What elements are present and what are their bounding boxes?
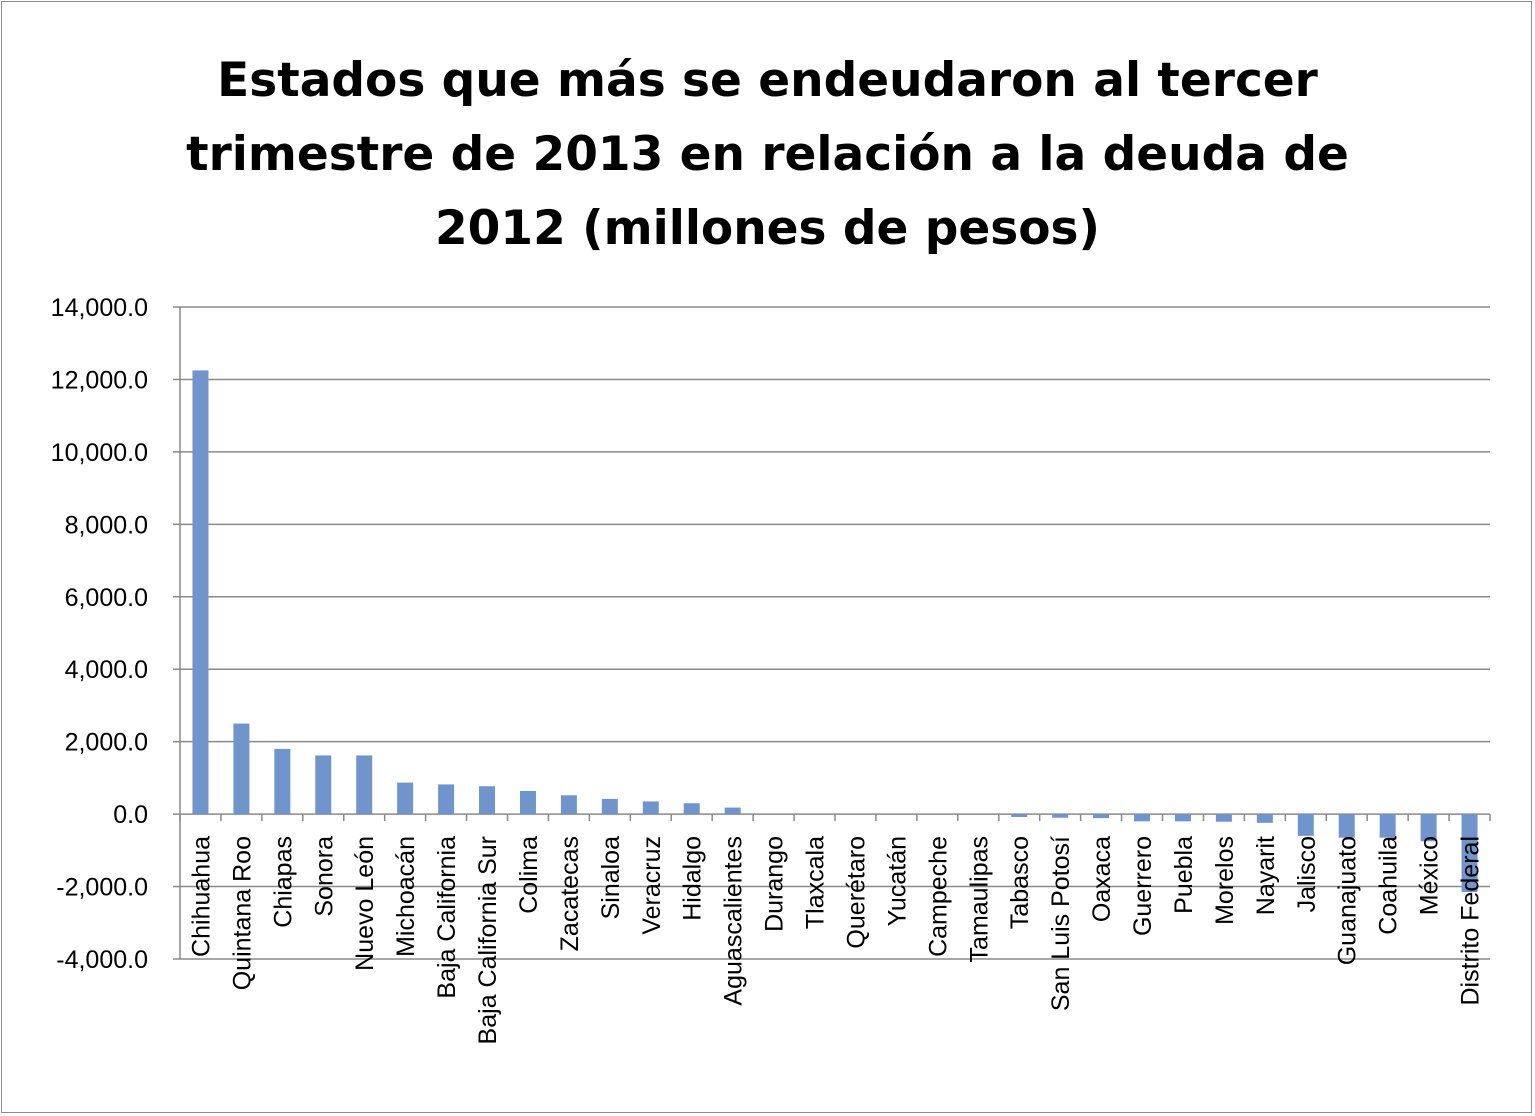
bar xyxy=(1174,814,1191,822)
x-category-label: Yucatán xyxy=(883,836,911,926)
y-tick-label: -4,000.0 xyxy=(56,946,148,974)
x-category-label: Veracruz xyxy=(638,836,666,935)
x-category-label: México xyxy=(1416,836,1444,915)
x-category-label: Puebla xyxy=(1170,836,1198,914)
x-category-label: Chihuahua xyxy=(187,836,215,957)
x-category-label: Morelos xyxy=(1211,836,1239,925)
chart-title-line-3: 2012 (millones de pesos) xyxy=(434,201,1101,256)
x-category-label: Distrito Federal xyxy=(1457,836,1485,1006)
bar xyxy=(233,723,250,815)
x-category-label: Quintana Roo xyxy=(228,836,256,990)
y-tick-label: 0.0 xyxy=(113,801,148,829)
y-tick-label: 2,000.0 xyxy=(65,729,148,757)
bar xyxy=(1379,814,1396,838)
bar xyxy=(397,782,414,815)
y-tick-label: 10,000.0 xyxy=(51,439,148,467)
x-category-label: Guerrero xyxy=(1129,836,1157,936)
x-category-label: Colima xyxy=(515,836,543,914)
y-tick-labels: 14,000.0 12,000.0 10,000.0 8,000.0 6,000.0 4,… xyxy=(51,294,148,974)
x-category-label: Sonora xyxy=(310,836,338,917)
bar xyxy=(519,790,536,815)
bar xyxy=(315,755,332,815)
x-category-label: San Luis Potosí xyxy=(1047,836,1075,1011)
bar xyxy=(356,755,373,815)
x-category-label: Chiapas xyxy=(269,836,297,928)
x-category-label: Baja California Sur xyxy=(474,836,502,1044)
bar xyxy=(1215,814,1232,822)
x-category-label: Coahuila xyxy=(1375,836,1403,935)
x-category-label: Baja California xyxy=(433,836,461,999)
x-category-label: Tamaulipas xyxy=(965,836,993,962)
x-category-label: Guanajuato xyxy=(1334,836,1362,965)
x-category-label: Oaxaca xyxy=(1088,836,1116,922)
bar xyxy=(438,784,455,815)
x-category-labels: Chihuahua Quintana Roo Chiapas Sonora Nuevo … xyxy=(187,836,1484,1045)
bar xyxy=(1134,814,1151,822)
x-category-label: Campeche xyxy=(924,836,952,957)
x-category-label: Nuevo León xyxy=(351,836,379,971)
x-category-label: Hidalgo xyxy=(679,836,707,921)
x-category-label: Querétaro xyxy=(842,836,870,949)
x-category-label: Durango xyxy=(761,836,789,932)
bar xyxy=(560,795,577,815)
y-tick-label: 12,000.0 xyxy=(51,366,148,394)
y-tick-label: 14,000.0 xyxy=(51,294,148,322)
x-category-label: Tlaxcala xyxy=(802,836,830,929)
bar xyxy=(683,803,700,815)
y-tick-label: 4,000.0 xyxy=(65,656,148,684)
y-tick-label: 8,000.0 xyxy=(65,511,148,539)
bar xyxy=(1011,814,1028,818)
bar xyxy=(1093,814,1110,819)
bar xyxy=(1297,814,1314,836)
bar xyxy=(724,807,741,815)
x-category-label: Nayarit xyxy=(1252,836,1280,915)
chart-title-line-2: trimestre de 2013 en relación a la deuda… xyxy=(186,127,1349,182)
y-tick-label: 6,000.0 xyxy=(65,584,148,612)
bar xyxy=(1420,814,1437,842)
bar xyxy=(479,786,496,815)
bar xyxy=(1338,814,1355,838)
x-category-label: Jalisco xyxy=(1293,836,1321,912)
bar xyxy=(1052,814,1069,818)
gridlines xyxy=(180,306,1490,960)
bar xyxy=(642,801,659,815)
x-category-label: Tabasco xyxy=(1006,836,1034,929)
chart-title-line-1: Estados que más se endeudaron al tercer xyxy=(217,53,1318,108)
bar xyxy=(274,748,291,815)
chart-title: Estados que más se endeudaron al tercer … xyxy=(0,44,1535,266)
x-category-label: Zacatecas xyxy=(556,836,584,951)
bars xyxy=(192,370,1478,892)
bar xyxy=(601,798,618,815)
x-category-label: Aguascalientes xyxy=(720,836,748,1006)
bar xyxy=(1256,814,1273,823)
bar xyxy=(1461,814,1478,892)
y-tick-label: -2,000.0 xyxy=(56,874,148,902)
x-category-label: Sinaloa xyxy=(597,836,625,919)
x-category-label: Michoacán xyxy=(392,836,420,957)
bar xyxy=(192,370,209,815)
